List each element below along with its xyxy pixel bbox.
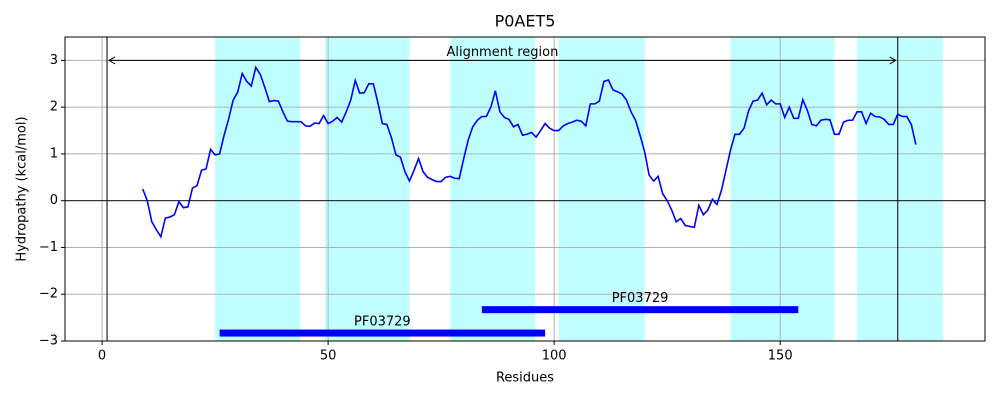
- y-tick-label: −2: [39, 287, 58, 302]
- tm-region: [215, 37, 301, 341]
- tm-region: [324, 37, 410, 341]
- y-tick-label: 2: [50, 100, 58, 115]
- domain-label: PF03729: [612, 291, 669, 306]
- x-tick-label: 0: [98, 349, 106, 364]
- y-tick-label: 1: [50, 146, 58, 161]
- plot-frame: [64, 36, 986, 342]
- hydropathy-line: [142, 65, 917, 239]
- y-axis-label: Hydropathy (kcal/mol): [15, 116, 30, 261]
- domain-bar: [219, 329, 546, 337]
- y-tick-label: −1: [39, 240, 58, 255]
- arrow-head: [889, 56, 897, 65]
- x-tick-label: 50: [320, 349, 337, 364]
- annotation-label: Alignment region: [446, 45, 558, 60]
- y-tick-label: 0: [50, 193, 58, 208]
- x-tick-label: 100: [542, 349, 567, 364]
- chart-title: P0AET5: [495, 12, 556, 31]
- y-tick-label: 3: [50, 53, 58, 68]
- tm-region: [558, 37, 645, 341]
- arrow-head: [108, 56, 116, 65]
- x-axis-label: Residues: [496, 371, 554, 386]
- tm-region: [450, 37, 536, 341]
- y-tick-label: −3: [39, 334, 58, 349]
- tm-region: [730, 37, 835, 341]
- domain-bar: [481, 306, 799, 314]
- domain-label: PF03729: [354, 315, 411, 330]
- tm-region: [857, 37, 943, 341]
- x-tick-label: 150: [768, 349, 793, 364]
